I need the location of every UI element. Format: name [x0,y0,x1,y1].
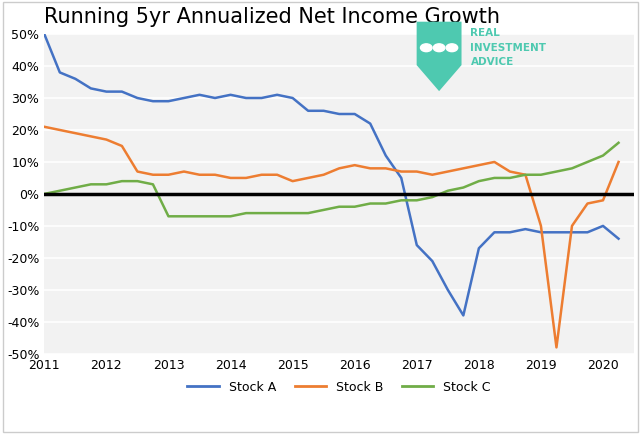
Polygon shape [417,22,462,91]
Text: REAL: REAL [470,28,500,38]
Circle shape [433,44,445,52]
Text: ADVICE: ADVICE [470,57,513,68]
Circle shape [420,44,432,52]
Text: Running 5yr Annualized Net Income Growth: Running 5yr Annualized Net Income Growth [44,7,501,27]
Circle shape [446,44,458,52]
Text: INVESTMENT: INVESTMENT [470,43,547,53]
Legend: Stock A, Stock B, Stock C: Stock A, Stock B, Stock C [183,376,496,399]
